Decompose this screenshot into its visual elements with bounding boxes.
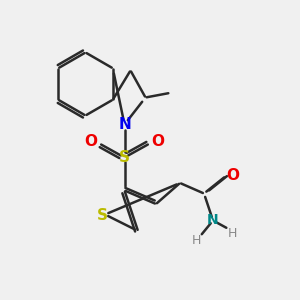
- Text: O: O: [152, 134, 165, 148]
- Text: N: N: [207, 214, 219, 227]
- Text: O: O: [84, 134, 98, 148]
- Text: H: H: [192, 234, 201, 247]
- Text: N: N: [118, 117, 131, 132]
- Text: S: S: [97, 208, 108, 224]
- Text: S: S: [119, 150, 130, 165]
- Text: O: O: [226, 168, 240, 183]
- Text: H: H: [228, 226, 237, 240]
